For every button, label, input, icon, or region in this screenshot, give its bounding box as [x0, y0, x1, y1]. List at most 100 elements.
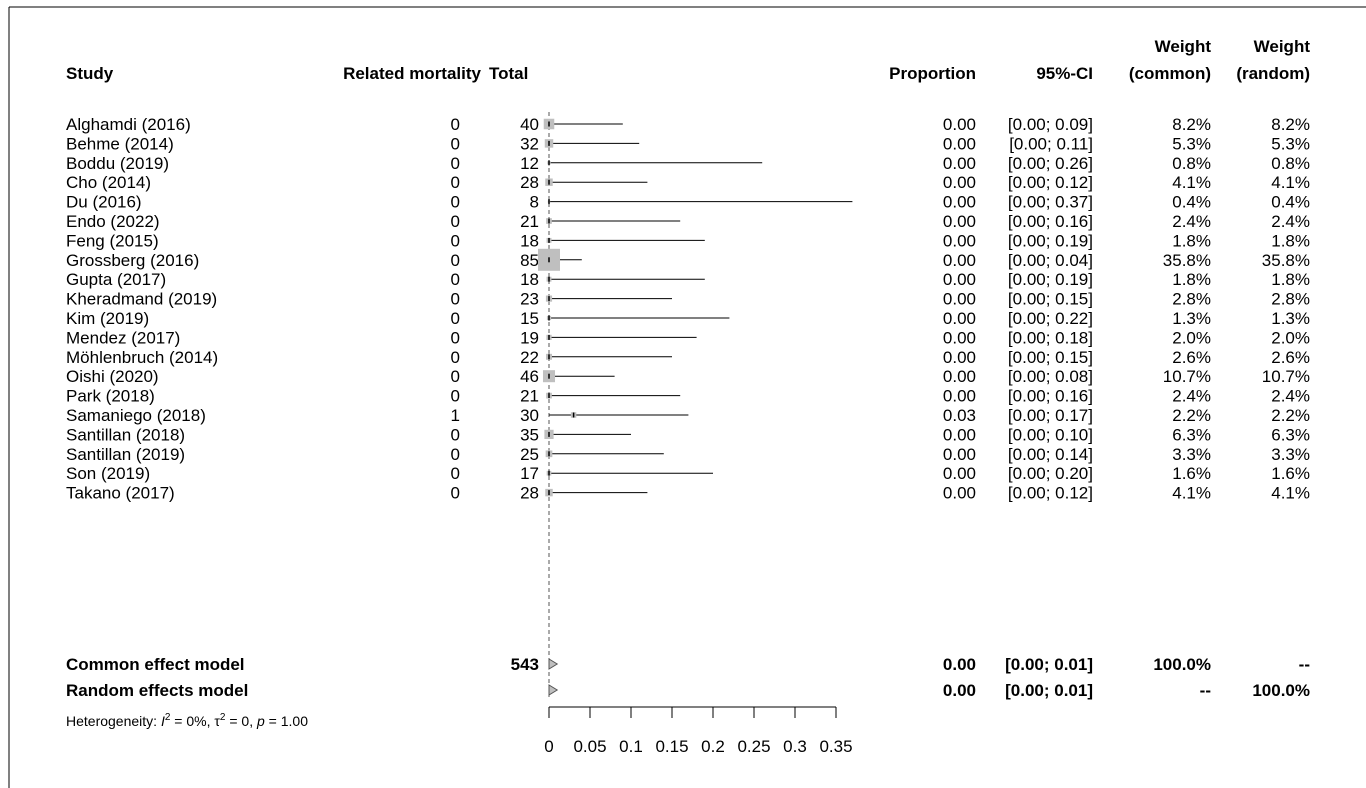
weight-random-value: 1.8% — [1271, 270, 1310, 289]
weight-random-value: 35.8% — [1262, 251, 1310, 270]
study-name: Santillan (2019) — [66, 445, 185, 464]
pooled-diamond — [548, 658, 559, 670]
table-row: Gupta (2017) 0 18 0.00 [0.00; 0.19] 1.8% 1.8% — [66, 270, 1310, 289]
header-total: Total — [489, 64, 528, 83]
events-value: 0 — [451, 348, 460, 367]
weight-common-value: 2.0% — [1172, 328, 1211, 347]
events-value: 0 — [451, 445, 460, 464]
header-weight-random-1: Weight — [1254, 37, 1311, 56]
study-name: Samaniego (2018) — [66, 406, 206, 425]
x-tick-label: 0.05 — [573, 737, 606, 756]
proportion-value: 0.00 — [943, 251, 976, 270]
weight-common-value: 3.3% — [1172, 445, 1211, 464]
proportion-value: 0.00 — [943, 484, 976, 503]
het-i2-value: = 0%, — [170, 713, 214, 729]
study-name: Behme (2014) — [66, 134, 174, 153]
weight-common-value: 0.8% — [1172, 154, 1211, 173]
events-value: 0 — [451, 309, 460, 328]
ci-value: [0.00; 0.12] — [1008, 173, 1093, 192]
proportion-value: 0.00 — [943, 425, 976, 444]
weight-random-value: 0.8% — [1271, 154, 1310, 173]
het-p-value: = 1.00 — [265, 713, 308, 729]
ci-value: [0.00; 0.17] — [1008, 406, 1093, 425]
study-name: Alghamdi (2016) — [66, 115, 191, 134]
weight-common-value: 4.1% — [1172, 484, 1211, 503]
total-value: 28 — [520, 173, 539, 192]
events-value: 0 — [451, 134, 460, 153]
total-value: 22 — [520, 348, 539, 367]
pooled-diamond — [548, 684, 559, 696]
total-value: 21 — [520, 387, 539, 406]
ci-value: [0.00; 0.10] — [1008, 425, 1093, 444]
pooled-total: 543 — [511, 655, 539, 674]
header-ci: 95%-CI — [1036, 64, 1093, 83]
total-value: 85 — [520, 251, 539, 270]
weight-random-value: 6.3% — [1271, 425, 1310, 444]
total-value: 25 — [520, 445, 539, 464]
table-row: Cho (2014) 0 28 0.00 [0.00; 0.12] 4.1% 4.1% — [66, 173, 1310, 192]
total-value: 35 — [520, 425, 539, 444]
table-row: Möhlenbruch (2014) 0 22 0.00 [0.00; 0.15] 2.6… — [66, 348, 1310, 367]
proportion-value: 0.03 — [943, 406, 976, 425]
study-name: Son (2019) — [66, 464, 150, 483]
total-value: 15 — [520, 309, 539, 328]
total-value: 18 — [520, 270, 539, 289]
proportion-value: 0.00 — [943, 290, 976, 309]
weight-random-value: 5.3% — [1271, 134, 1310, 153]
weight-random-value: 2.4% — [1271, 387, 1310, 406]
weight-random-value: 2.6% — [1271, 348, 1310, 367]
weight-random-value: 1.3% — [1271, 309, 1310, 328]
events-value: 0 — [451, 212, 460, 231]
table-row: Du (2016) 0 8 0.00 [0.00; 0.37] 0.4% 0.4% — [66, 193, 1310, 212]
ci-value: [0.00; 0.16] — [1008, 387, 1093, 406]
proportion-value: 0.00 — [943, 348, 976, 367]
events-value: 0 — [451, 173, 460, 192]
table-row: Samaniego (2018) 1 30 0.03 [0.00; 0.17] 2.2% 2… — [66, 406, 1310, 425]
table-row: Kheradmand (2019) 0 23 0.00 [0.00; 0.15] 2.8%… — [66, 290, 1310, 309]
weight-common-value: 2.2% — [1172, 406, 1211, 425]
total-value: 23 — [520, 290, 539, 309]
proportion-value: 0.00 — [943, 134, 976, 153]
total-value: 28 — [520, 484, 539, 503]
events-value: 0 — [451, 270, 460, 289]
x-tick-label: 0.25 — [737, 737, 770, 756]
proportion-value: 0.00 — [943, 154, 976, 173]
table-row: Santillan (2018) 0 35 0.00 [0.00; 0.10] 6.3% 6… — [66, 425, 1310, 444]
proportion-value: 0.00 — [943, 173, 976, 192]
events-value: 0 — [451, 328, 460, 347]
header-weight-random-2: (random) — [1236, 64, 1310, 83]
pooled-weight-common: 100.0% — [1153, 655, 1211, 674]
table-row: Kim (2019) 0 15 0.00 [0.00; 0.22] 1.3% 1.3% — [66, 309, 1310, 328]
study-rows: Alghamdi (2016) 0 40 0.00 [0.00; 0.09] 8.2% 8.… — [66, 115, 1310, 503]
total-value: 18 — [520, 231, 539, 250]
het-tau2-symbol: τ — [214, 713, 220, 729]
ci-value: [0.00; 0.19] — [1008, 270, 1093, 289]
events-value: 0 — [451, 425, 460, 444]
weight-common-value: 2.6% — [1172, 348, 1211, 367]
study-name: Du (2016) — [66, 193, 142, 212]
study-name: Endo (2022) — [66, 212, 160, 231]
proportion-value: 0.00 — [943, 367, 976, 386]
pooled-row: Random effects model 0.00 [0.00; 0.01] -- 10… — [66, 681, 1310, 700]
weight-common-value: 5.3% — [1172, 134, 1211, 153]
het-i2-sup: 2 — [165, 712, 171, 723]
weight-random-value: 3.3% — [1271, 445, 1310, 464]
ci-value: [0.00; 0.15] — [1008, 348, 1093, 367]
ci-value: [0.00; 0.18] — [1008, 328, 1093, 347]
het-p-symbol: p — [256, 713, 265, 729]
table-row: Son (2019) 0 17 0.00 [0.00; 0.20] 1.6% 1.6% — [66, 464, 1310, 483]
table-row: Endo (2022) 0 21 0.00 [0.00; 0.16] 2.4% 2.4% — [66, 212, 1310, 231]
header-proportion: Proportion — [889, 64, 976, 83]
weight-common-value: 1.8% — [1172, 270, 1211, 289]
events-value: 0 — [451, 290, 460, 309]
proportion-value: 0.00 — [943, 328, 976, 347]
x-tick-label: 0.1 — [619, 737, 643, 756]
ci-value: [0.00; 0.22] — [1008, 309, 1093, 328]
ci-value: [0.00; 0.19] — [1008, 231, 1093, 250]
header-weight-common-1: Weight — [1155, 37, 1212, 56]
table-row: Oishi (2020) 0 46 0.00 [0.00; 0.08] 10.7% 10.7… — [66, 367, 1310, 386]
ci-value: [0.00; 0.15] — [1008, 290, 1093, 309]
pooled-ci: [0.00; 0.01] — [1005, 655, 1093, 674]
total-value: 17 — [520, 464, 539, 483]
weight-common-value: 2.4% — [1172, 212, 1211, 231]
